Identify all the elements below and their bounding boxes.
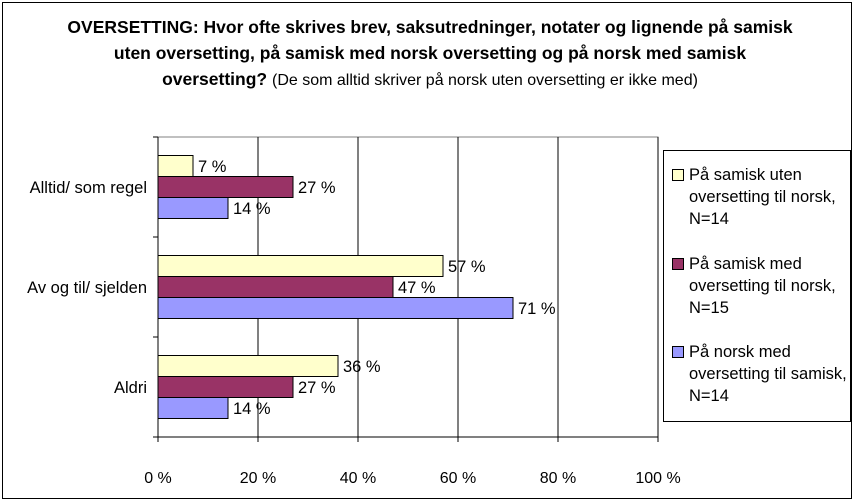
x-tick-label: 0 % <box>144 470 172 487</box>
legend-label: På samisk uten oversetting til norsk, N=… <box>689 166 836 228</box>
legend-swatch <box>672 258 684 270</box>
data-label: 57 % <box>448 258 486 276</box>
legend-swatch <box>672 346 684 358</box>
bar <box>157 176 294 198</box>
x-tick-label: 40 % <box>340 470 376 487</box>
x-tick-label: 60 % <box>440 470 476 487</box>
bar <box>157 155 194 177</box>
bar <box>157 397 229 419</box>
bar <box>157 255 444 277</box>
x-tick-label: 80 % <box>540 470 576 487</box>
chart-title-main: OVERSETTING: Hvor ofte skrives brev, sak… <box>67 17 793 89</box>
x-tick-label: 100 % <box>635 470 680 487</box>
legend-label: På samisk med oversetting til norsk, N=1… <box>689 255 836 317</box>
y-category-label: Av og til/ sjelden <box>27 279 147 297</box>
legend-label: På norsk med oversetting til samisk, N=1… <box>689 343 847 405</box>
legend-swatch <box>672 169 684 181</box>
data-label: 14 % <box>233 400 271 418</box>
x-tick-label: 20 % <box>240 470 276 487</box>
data-label: 36 % <box>343 358 381 376</box>
bar <box>157 197 229 219</box>
data-label: 27 % <box>298 379 336 397</box>
data-label: 7 % <box>198 158 227 176</box>
data-label: 14 % <box>233 200 271 218</box>
y-category-label: Alltid/ som regel <box>30 179 147 197</box>
chart-title-note: (De som alltid skriver på norsk uten ove… <box>271 72 698 89</box>
bar <box>157 355 339 377</box>
chart-legend: På samisk uten oversetting til norsk, N=… <box>663 150 851 422</box>
data-label: 27 % <box>298 179 336 197</box>
chart-title: OVERSETTING: Hvor ofte skrives brev, sak… <box>60 14 800 94</box>
data-label: 71 % <box>518 300 556 318</box>
bar <box>157 376 294 398</box>
bar <box>157 297 514 319</box>
bar <box>157 276 394 298</box>
y-category-label: Aldri <box>114 379 147 397</box>
data-label: 47 % <box>398 279 436 297</box>
